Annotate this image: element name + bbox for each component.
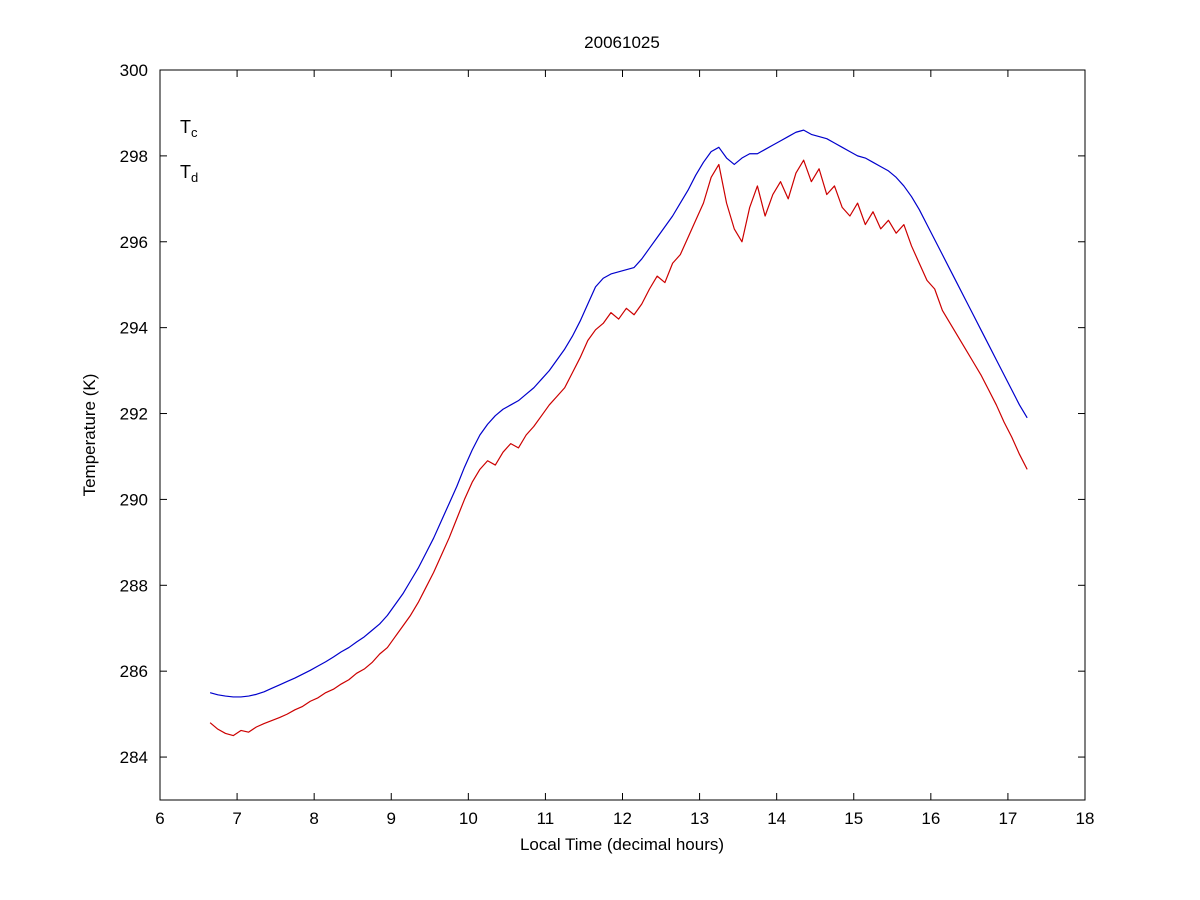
y-tick-label: 300: [120, 61, 148, 80]
x-tick-label: 10: [459, 809, 478, 828]
y-tick-label: 290: [120, 490, 148, 509]
legend-tc-sub: c: [191, 125, 198, 140]
y-tick-label: 286: [120, 662, 148, 681]
series-line-td: [209, 159, 1028, 737]
y-axis-label: Temperature (K): [80, 374, 99, 497]
y-tick-label: 296: [120, 233, 148, 252]
y-tick-label: 284: [120, 748, 148, 767]
y-tick-label: 292: [120, 405, 148, 424]
generated-plot-elements: 6 7 8 9 10 11 12 13 14 15 16 17 18 284 286 288 290 292 294…: [120, 61, 1095, 828]
x-tick-label: 13: [690, 809, 709, 828]
legend-tc-base: T: [180, 117, 191, 137]
x-tick-label: 17: [998, 809, 1017, 828]
x-tick-label: 16: [921, 809, 940, 828]
x-tick-label: 15: [844, 809, 863, 828]
legend-td-sub: d: [191, 170, 198, 185]
y-tick-label: 298: [120, 147, 148, 166]
legend-series-td: Td: [180, 162, 198, 185]
x-tick-label: 7: [232, 809, 241, 828]
x-axis-label: Local Time (decimal hours): [520, 835, 724, 854]
x-tick-label: 12: [613, 809, 632, 828]
axes-box: [159, 69, 1086, 801]
legend-series-tc: Tc: [180, 117, 198, 140]
x-tick-label: 14: [767, 809, 786, 828]
x-tick-label: 18: [1076, 809, 1095, 828]
legend-td-base: T: [180, 162, 191, 182]
y-tick-label: 294: [120, 319, 148, 338]
x-tick-label: 11: [537, 809, 555, 828]
x-tick-label: 9: [387, 809, 396, 828]
y-tick-label: 288: [120, 576, 148, 595]
chart-title: 20061025: [584, 33, 660, 52]
x-tick-label: 6: [155, 809, 164, 828]
series-line-tc: [209, 129, 1028, 698]
x-tick-label: 8: [309, 809, 318, 828]
